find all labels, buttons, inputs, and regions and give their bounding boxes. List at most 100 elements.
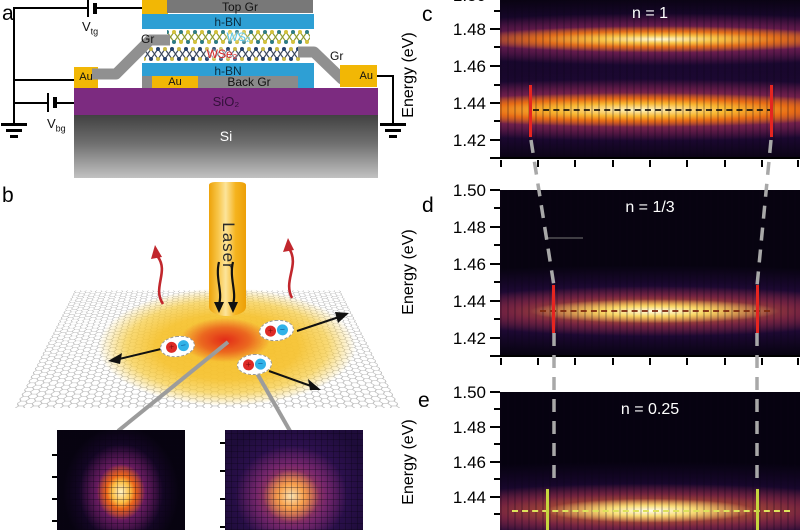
panel-b-arrows [108, 238, 349, 390]
heatmap-d-striping [500, 190, 800, 356]
fit-line-e [512, 510, 790, 512]
ytick-label: 1.46 [452, 57, 486, 76]
ground-left-bar2 [6, 129, 22, 132]
wire-left-vertical [13, 7, 15, 123]
inset-tick [220, 470, 225, 472]
minor-tick [494, 443, 500, 445]
ytick-label: 1.44 [452, 292, 486, 311]
marker-line-green-right-e [756, 489, 759, 530]
heatmap-c-striping [500, 0, 800, 157]
wse2-label: WSe₂ [206, 47, 238, 61]
x-tick [797, 160, 799, 167]
panel-b-label: b [2, 184, 14, 207]
panel-e-title: n = 0.25 [620, 401, 680, 418]
wire-top [13, 7, 88, 9]
inset-tick [52, 454, 57, 456]
fit-line-c [533, 109, 773, 111]
major-tick [490, 300, 500, 302]
ws2-label: WS₂ [226, 30, 251, 44]
major-tick [490, 461, 500, 463]
ytick-label: 1.42 [452, 329, 486, 348]
marker-line-green-left-e [546, 489, 549, 530]
minor-tick [494, 244, 500, 246]
pixel-grid [225, 430, 363, 530]
marker-line-red-left-d [552, 285, 555, 333]
panel-d-letter: d [422, 194, 434, 217]
major-tick [490, 139, 500, 141]
electron-icon: − [177, 339, 190, 352]
panel-e-letter: e [418, 389, 430, 412]
x-tick [797, 358, 799, 365]
panel-a-label: a [2, 2, 14, 25]
x-tick [500, 358, 502, 365]
minor-tick [494, 513, 500, 515]
ytick-label: 1.50 [452, 383, 486, 402]
minor-tick [494, 281, 500, 283]
ground-right-bar1 [380, 123, 406, 126]
gr-label-left: Gr [141, 32, 155, 46]
major-tick [490, 28, 500, 30]
top-gate-au-contact [142, 0, 168, 15]
layer-si: Si [74, 115, 378, 178]
pixel-grid [57, 430, 185, 530]
marker-line-red-right-d [756, 285, 759, 333]
ws2-lattice-pattern [167, 29, 310, 46]
x-tick [649, 358, 651, 365]
heatmap-d [500, 190, 800, 356]
ytick-label: 1.42 [452, 131, 486, 150]
gr-label-right: Gr [330, 49, 344, 63]
major-tick [490, 65, 500, 67]
heatmap-c [500, 0, 800, 157]
wire-bottom [13, 102, 48, 104]
ground-right-bar2 [385, 129, 401, 132]
layer-wse2-lattice: WSe₂ [144, 46, 300, 63]
pl-spot-inset-left [57, 430, 185, 530]
vtg-label: Vtg [82, 19, 99, 37]
x-tick [574, 358, 576, 365]
marker-line-red-left-c [529, 85, 532, 137]
panel-d-title: n = 1/3 [625, 199, 675, 216]
major-tick [490, 337, 500, 339]
major-tick [490, 263, 500, 265]
battery-bg-plate-long [47, 93, 49, 112]
panel-c-letter: c [422, 3, 433, 26]
wire-top-2 [97, 7, 143, 9]
minor-tick [494, 84, 500, 86]
minor-tick [494, 120, 500, 122]
layer-sio2: SiO₂ [74, 88, 378, 115]
laser-beam: Laser [209, 182, 246, 316]
ytick-label: 1.48 [452, 218, 486, 237]
x-tick [686, 358, 688, 365]
minor-tick [494, 408, 500, 410]
heatmap-e-striping [500, 392, 800, 530]
right-au-contact: Au [340, 65, 377, 87]
artifact-line-d [545, 237, 583, 239]
minor-tick [494, 478, 500, 480]
x-tick [612, 160, 614, 167]
ytick-label: 1.48 [452, 418, 486, 437]
marker-line-red-right-c [770, 85, 773, 137]
layer-ws2-lattice: WS₂ [167, 29, 310, 46]
x-tick [761, 160, 763, 167]
inset-tick [52, 476, 57, 478]
x-tick [649, 160, 651, 167]
ground-left-bar1 [1, 123, 27, 126]
wse2-lattice-pattern [144, 46, 300, 63]
ytick-label: 1.44 [452, 94, 486, 113]
inset-tick [52, 520, 57, 522]
x-tick [537, 358, 539, 365]
major-tick [490, 496, 500, 498]
wire-right [377, 75, 394, 77]
panel-c-title: n = 1 [631, 5, 669, 22]
inset-tick [52, 498, 57, 500]
x-tick [537, 160, 539, 167]
minor-tick [494, 46, 500, 48]
major-tick [490, 102, 500, 104]
x-tick [500, 160, 502, 167]
ytick-label: 1.48 [452, 20, 486, 39]
battery-tg-plate-long [87, 0, 89, 17]
inset-tick [220, 442, 225, 444]
pl-spot-inset-right [225, 430, 363, 530]
inset-tick [220, 526, 225, 528]
ytick-label: 1.50 [452, 181, 486, 200]
